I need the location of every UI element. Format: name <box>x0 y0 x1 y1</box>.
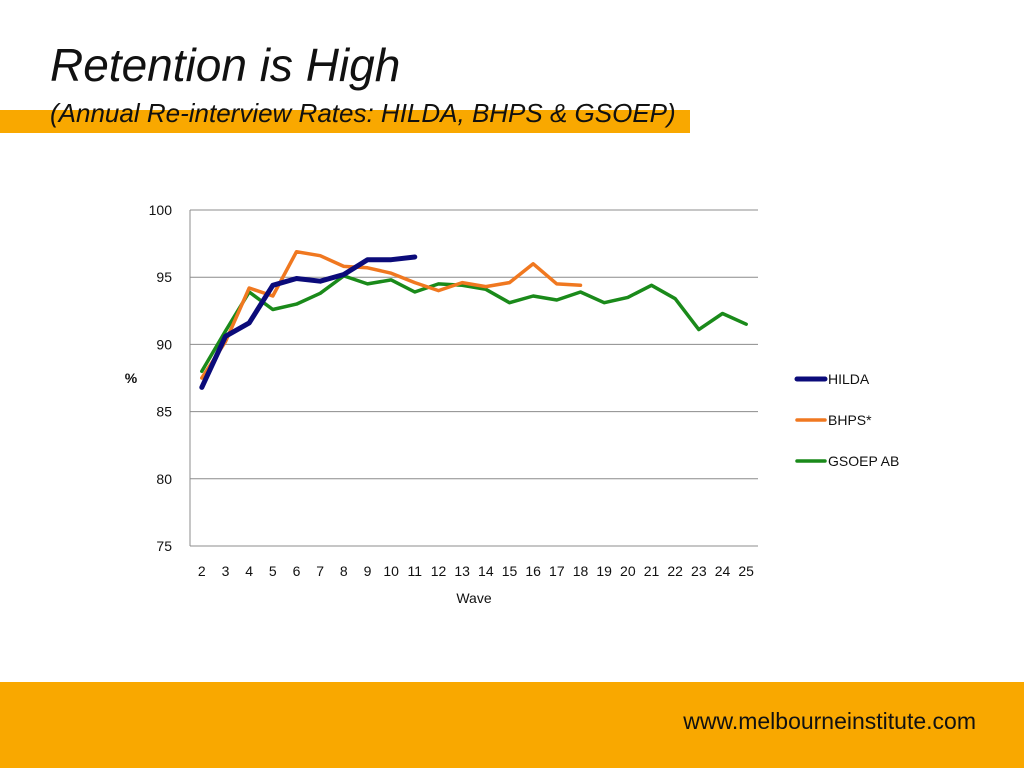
x-tick-label: 24 <box>715 563 731 579</box>
series-line-bhps <box>200 249 583 380</box>
legend-label: BHPS* <box>828 412 872 428</box>
series-line-hilda <box>199 254 418 390</box>
footer-bar: www.melbourneinstitute.com <box>0 682 1024 768</box>
y-tick-label: 75 <box>156 538 172 554</box>
x-tick-label: 7 <box>316 563 324 579</box>
y-tick-label: 90 <box>156 336 172 352</box>
legend-label: HILDA <box>828 371 870 387</box>
series-line-gsoep-ab <box>200 274 748 374</box>
slide-subtitle: (Annual Re-interview Rates: HILDA, BHPS … <box>50 98 676 128</box>
x-tick-label: 5 <box>269 563 277 579</box>
footer-url[interactable]: www.melbourneinstitute.com <box>683 708 976 734</box>
x-axis-label: Wave <box>456 590 491 606</box>
x-tick-label: 3 <box>222 563 230 579</box>
y-tick-label: 85 <box>156 404 172 420</box>
x-tick-label: 6 <box>293 563 301 579</box>
x-tick-label: 10 <box>383 563 399 579</box>
x-tick-label: 8 <box>340 563 348 579</box>
legend-label: GSOEP AB <box>828 453 899 469</box>
x-tick-label: 2 <box>198 563 206 579</box>
x-tick-label: 13 <box>454 563 470 579</box>
x-tick-label: 20 <box>620 563 636 579</box>
x-tick-label: 14 <box>478 563 494 579</box>
x-tick-label: 21 <box>644 563 660 579</box>
y-tick-label: 95 <box>156 269 172 285</box>
y-axis-label: % <box>125 370 138 386</box>
x-tick-label: 9 <box>364 563 372 579</box>
x-tick-label: 23 <box>691 563 707 579</box>
x-tick-label: 16 <box>525 563 541 579</box>
retention-chart: 75 80 85 90 95 100 2 3 4 5 6 7 8 9 10 11 12 13 14 15 16 17 18 1… <box>0 180 1024 620</box>
x-tick-label: 18 <box>573 563 589 579</box>
title-accent-bar <box>0 110 690 133</box>
x-tick-label: 19 <box>596 563 612 579</box>
y-tick-label: 80 <box>156 471 172 487</box>
x-tick-label: 15 <box>502 563 518 579</box>
x-tick-label: 12 <box>431 563 447 579</box>
x-tick-label: 17 <box>549 563 565 579</box>
slide-title: Retention is High <box>50 39 401 91</box>
x-tick-label: 11 <box>408 563 423 579</box>
y-tick-label: 100 <box>149 202 173 218</box>
x-tick-label: 4 <box>245 563 253 579</box>
x-tick-label: 22 <box>667 563 683 579</box>
x-tick-label: 25 <box>738 563 754 579</box>
